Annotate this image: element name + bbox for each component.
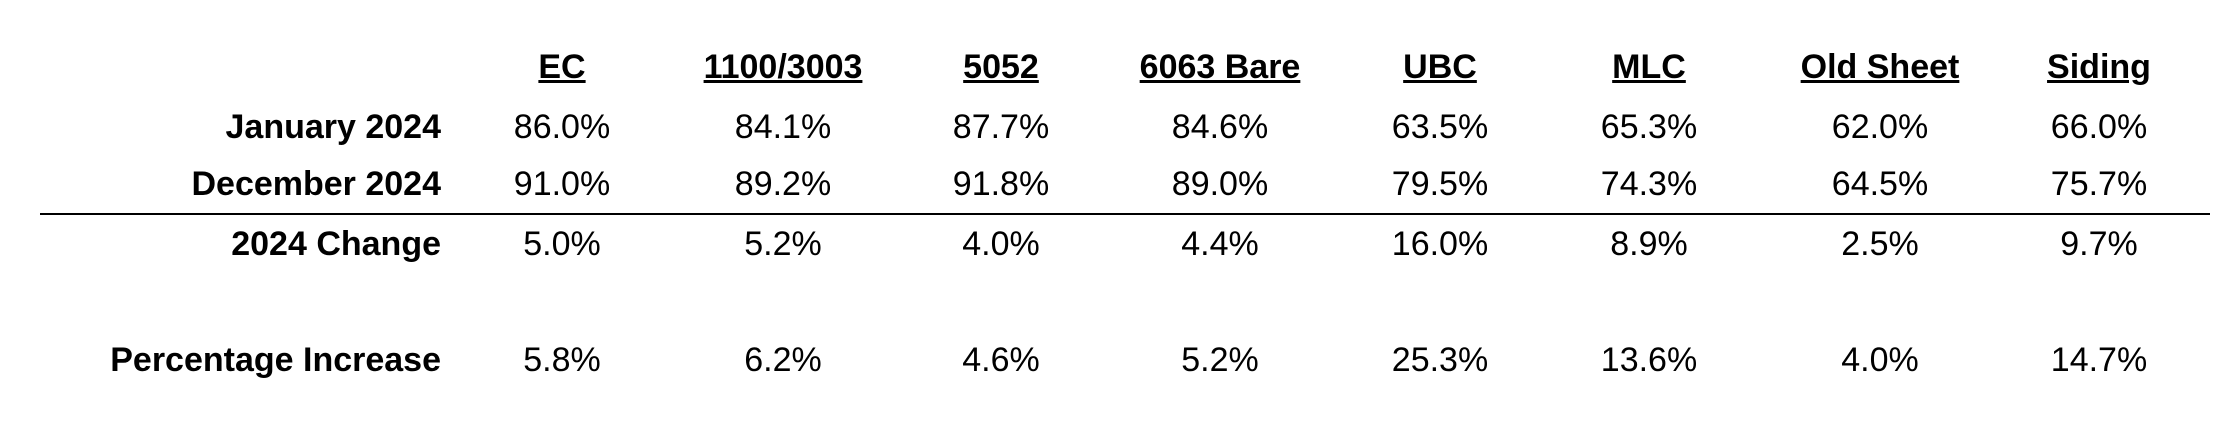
table-cell: 86.0%: [513, 108, 611, 146]
row-label: 2024 Change: [231, 225, 441, 263]
table-cell: 4.6%: [962, 341, 1040, 379]
column-header: MLC: [1612, 48, 1686, 86]
column-header: 5052: [963, 48, 1039, 86]
table-cell: 8.9%: [1610, 225, 1688, 263]
table-cell: 4.0%: [962, 225, 1040, 263]
table-cell: 65.3%: [1600, 108, 1698, 146]
table-cell: 66.0%: [2050, 108, 2148, 146]
table-cell: 62.0%: [1831, 108, 1929, 146]
table-cell: 5.2%: [744, 225, 822, 263]
table-cell: 79.5%: [1391, 165, 1489, 203]
table-cell: 84.1%: [734, 108, 832, 146]
row-label: Percentage Increase: [110, 341, 441, 379]
divider-line: [40, 213, 2210, 215]
table-cell: 63.5%: [1391, 108, 1489, 146]
table-cell: 64.5%: [1831, 165, 1929, 203]
column-header: Siding: [2047, 48, 2151, 86]
table-cell: 74.3%: [1600, 165, 1698, 203]
table-cell: 91.8%: [952, 165, 1050, 203]
column-header: UBC: [1403, 48, 1477, 86]
table-cell: 91.0%: [513, 165, 611, 203]
table-cell: 5.0%: [523, 225, 601, 263]
row-label: December 2024: [191, 165, 441, 203]
column-header: 6063 Bare: [1139, 48, 1301, 86]
table-cell: 14.7%: [2050, 341, 2148, 379]
table-cell: 9.7%: [2060, 225, 2138, 263]
table-cell: 25.3%: [1391, 341, 1489, 379]
table-cell: 2.5%: [1841, 225, 1919, 263]
table-cell: 5.2%: [1181, 341, 1259, 379]
table-cell: 6.2%: [744, 341, 822, 379]
table-cell: 16.0%: [1391, 225, 1489, 263]
table-cell: 75.7%: [2050, 165, 2148, 203]
table-cell: 89.2%: [734, 165, 832, 203]
table-cell: 4.4%: [1181, 225, 1259, 263]
row-label: January 2024: [225, 108, 442, 146]
table-cell: 87.7%: [952, 108, 1050, 146]
table-cell: 84.6%: [1171, 108, 1269, 146]
table-cell: 4.0%: [1841, 341, 1919, 379]
column-header: EC: [538, 48, 586, 86]
column-header: Old Sheet: [1800, 48, 1960, 86]
table-cell: 89.0%: [1171, 165, 1269, 203]
column-header: 1100/3003: [703, 48, 863, 86]
table-cell: 5.8%: [523, 341, 601, 379]
table-cell: 13.6%: [1600, 341, 1698, 379]
